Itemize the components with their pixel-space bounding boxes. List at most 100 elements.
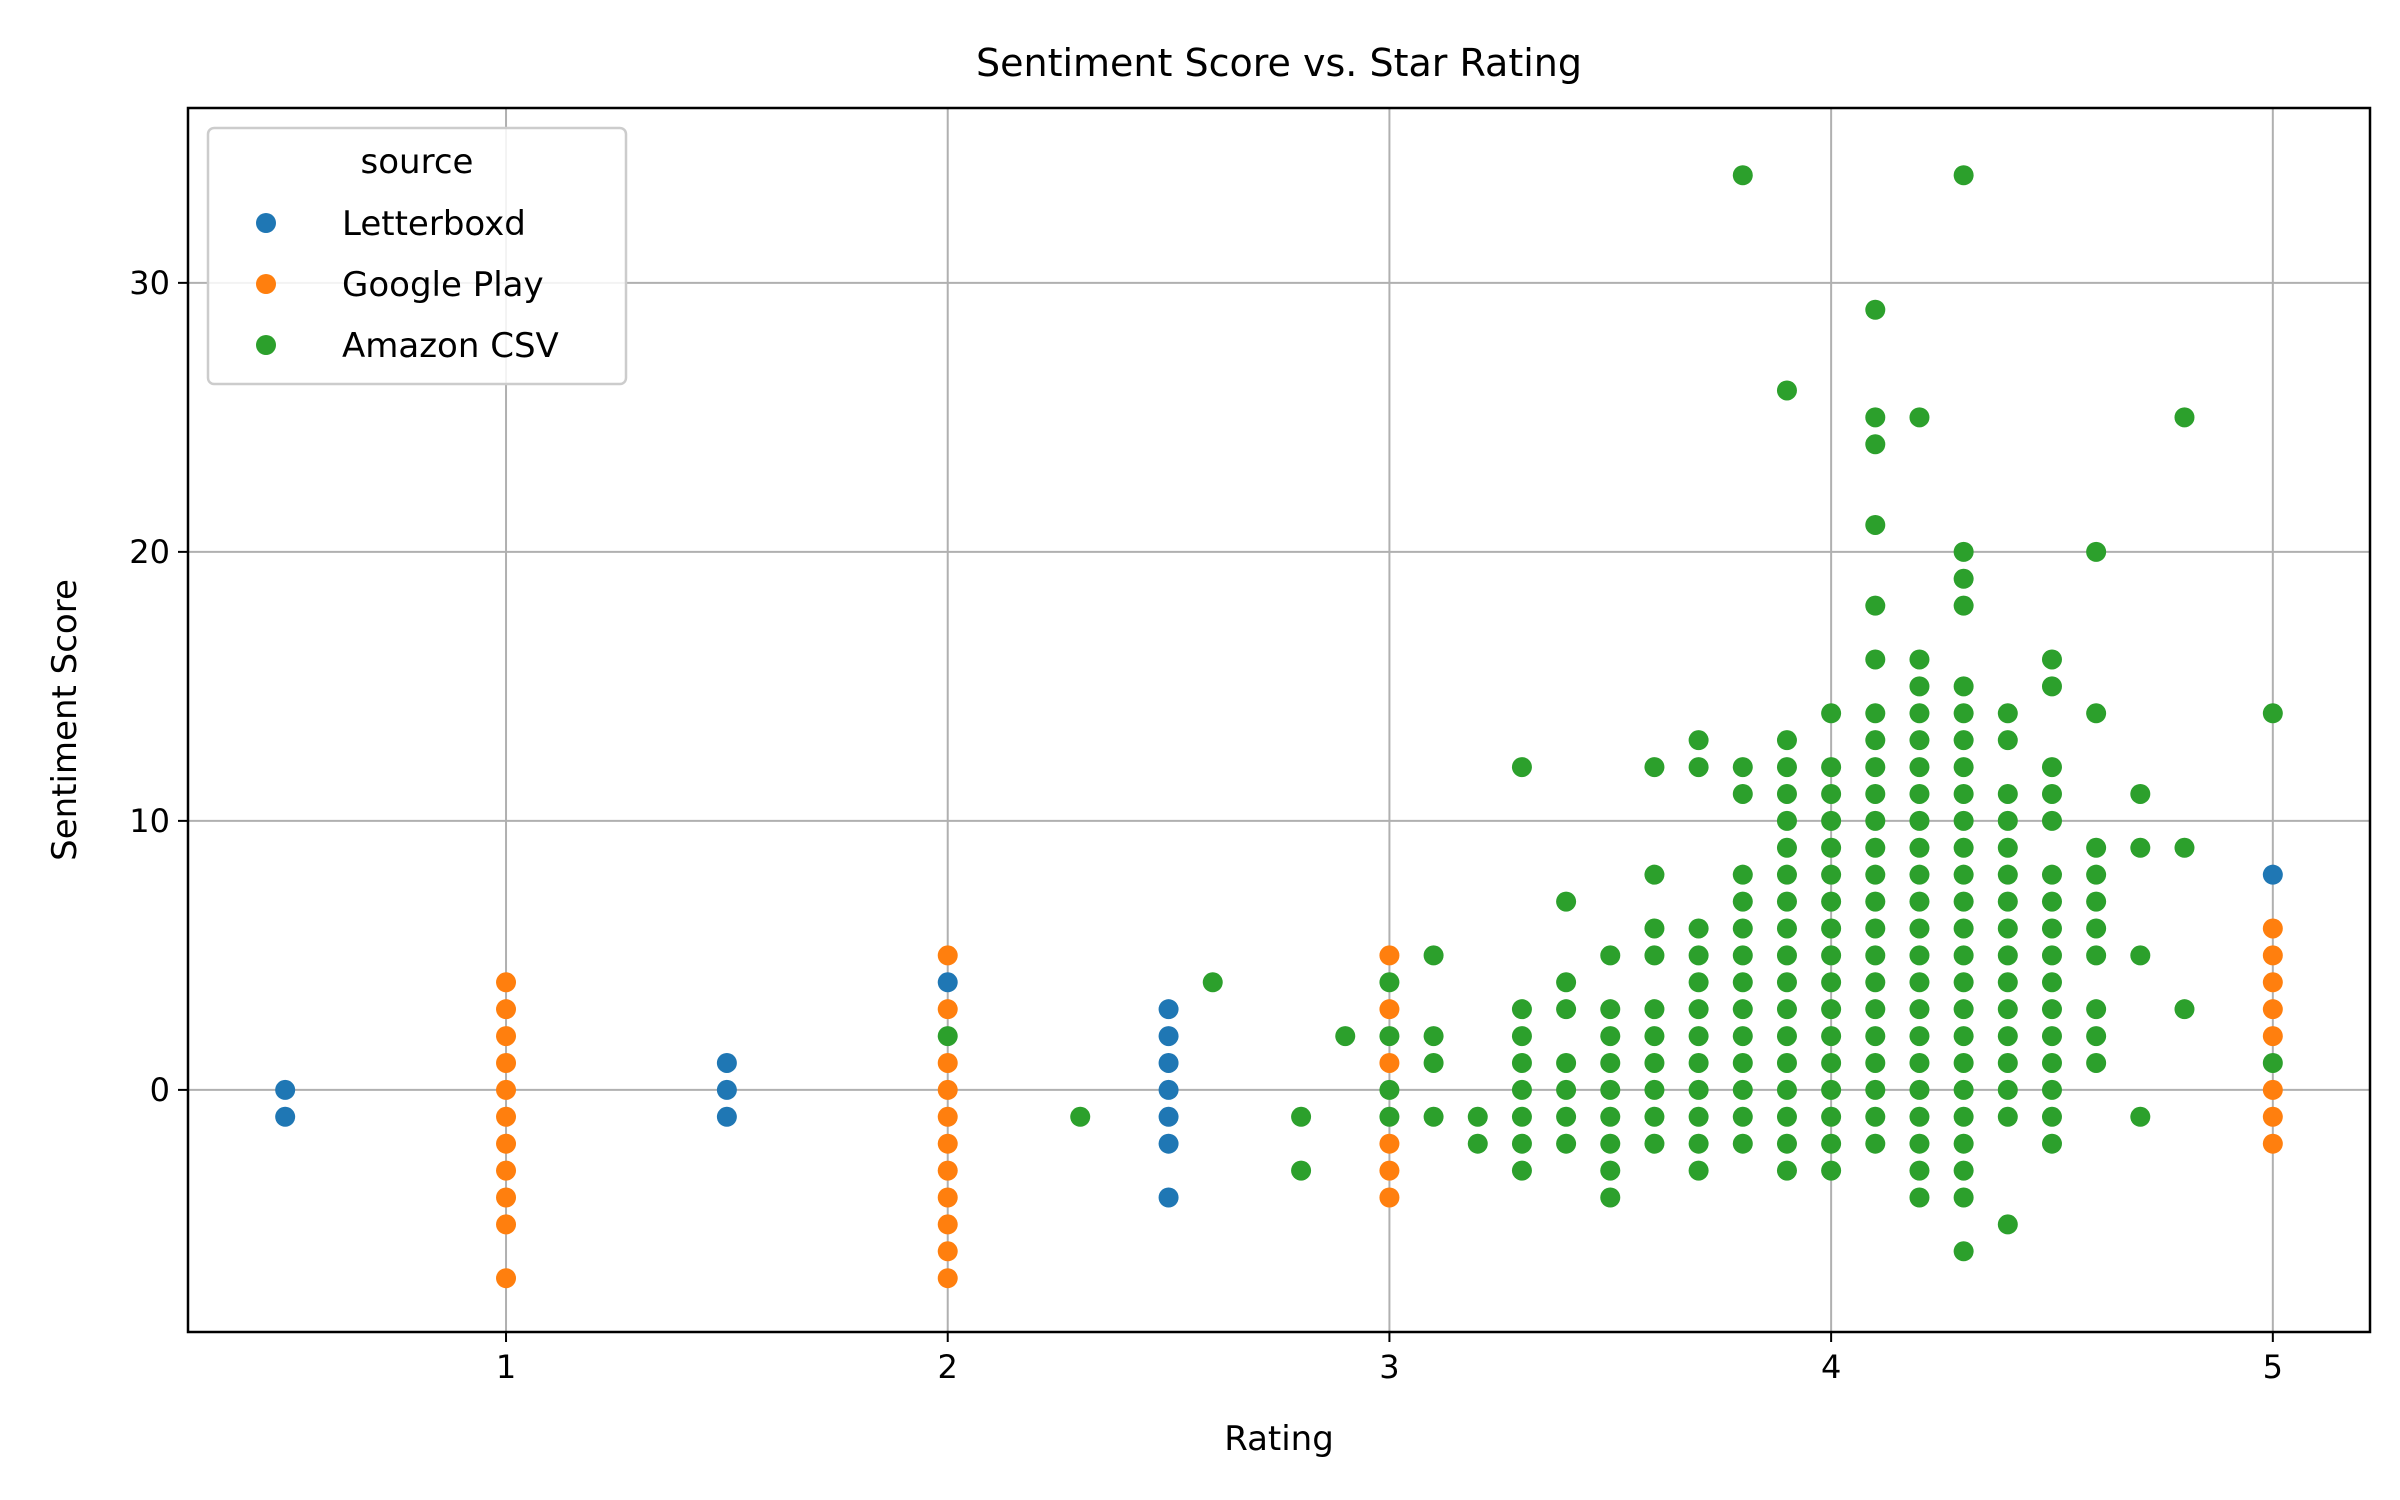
data-point xyxy=(1865,837,1886,858)
data-point xyxy=(1909,703,1930,724)
data-point xyxy=(1600,945,1621,966)
data-point xyxy=(1821,999,1842,1020)
data-point xyxy=(1776,837,1797,858)
data-point xyxy=(1732,945,1753,966)
data-point xyxy=(2041,649,2062,670)
data-point xyxy=(1644,757,1665,778)
data-point xyxy=(2130,783,2151,804)
data-point xyxy=(496,1133,517,1154)
data-point xyxy=(2086,945,2107,966)
data-point xyxy=(1865,1079,1886,1100)
data-point xyxy=(1865,999,1886,1020)
data-point xyxy=(937,1214,958,1235)
data-point xyxy=(496,1026,517,1047)
data-point xyxy=(1688,1052,1709,1073)
data-point xyxy=(496,1052,517,1073)
data-point xyxy=(2041,676,2062,697)
data-point xyxy=(716,1052,737,1073)
data-point xyxy=(1732,783,1753,804)
data-point xyxy=(1379,1133,1400,1154)
x-tick-label: 3 xyxy=(1379,1348,1399,1386)
data-point xyxy=(1379,1026,1400,1047)
data-point xyxy=(1909,1079,1930,1100)
data-point xyxy=(2086,703,2107,724)
data-point xyxy=(1997,810,2018,831)
x-axis-label: Rating xyxy=(1224,1419,1334,1459)
series-amazon-csv xyxy=(937,165,2283,1262)
data-point xyxy=(1379,1052,1400,1073)
data-point xyxy=(2262,703,2283,724)
data-point xyxy=(1953,1106,1974,1127)
data-point xyxy=(1511,1106,1532,1127)
data-point xyxy=(1953,837,1974,858)
data-point xyxy=(275,1079,296,1100)
data-point xyxy=(1776,999,1797,1020)
series-letterboxd xyxy=(275,864,2283,1208)
data-point xyxy=(1953,757,1974,778)
data-point xyxy=(1644,918,1665,939)
data-point xyxy=(1997,1106,2018,1127)
data-point xyxy=(1821,945,1842,966)
data-point xyxy=(2041,757,2062,778)
data-point xyxy=(1953,676,1974,697)
data-point xyxy=(1865,757,1886,778)
data-point xyxy=(1953,972,1974,993)
data-point xyxy=(1158,1026,1179,1047)
data-point xyxy=(1776,1133,1797,1154)
data-point xyxy=(1776,945,1797,966)
data-point xyxy=(1600,1133,1621,1154)
data-point xyxy=(1997,972,2018,993)
data-point xyxy=(1732,999,1753,1020)
data-point xyxy=(1997,1026,2018,1047)
data-point xyxy=(937,945,958,966)
data-point xyxy=(1909,972,1930,993)
data-point xyxy=(1909,1052,1930,1073)
data-point xyxy=(1423,945,1444,966)
data-point xyxy=(2041,1133,2062,1154)
data-point xyxy=(1732,1026,1753,1047)
data-point xyxy=(1776,972,1797,993)
data-point xyxy=(2086,918,2107,939)
legend-title: source xyxy=(361,142,474,182)
data-point xyxy=(2262,1026,2283,1047)
data-point xyxy=(937,1106,958,1127)
data-point xyxy=(1556,1133,1577,1154)
data-point xyxy=(1997,730,2018,751)
data-point xyxy=(2041,864,2062,885)
data-point xyxy=(1953,703,1974,724)
data-point xyxy=(1732,1133,1753,1154)
data-point xyxy=(1953,1241,1974,1262)
data-point xyxy=(1953,891,1974,912)
data-point xyxy=(1202,972,1223,993)
data-point xyxy=(2041,1106,2062,1127)
data-point xyxy=(1070,1106,1091,1127)
data-point xyxy=(2041,999,2062,1020)
data-point xyxy=(1511,1133,1532,1154)
data-point xyxy=(1556,972,1577,993)
legend-entry: Google Play xyxy=(342,265,544,305)
data-point xyxy=(1821,1079,1842,1100)
data-point xyxy=(1644,1106,1665,1127)
data-point xyxy=(1909,918,1930,939)
chart-title: Sentiment Score vs. Star Rating xyxy=(976,41,1582,85)
data-point xyxy=(1158,1187,1179,1208)
data-point xyxy=(2262,918,2283,939)
data-point xyxy=(1865,1026,1886,1047)
data-point xyxy=(1997,783,2018,804)
data-point xyxy=(1865,864,1886,885)
data-point xyxy=(1600,1160,1621,1181)
data-point xyxy=(1379,1079,1400,1100)
data-point xyxy=(496,1106,517,1127)
data-point xyxy=(1909,945,1930,966)
data-point xyxy=(1821,864,1842,885)
data-point xyxy=(1644,1026,1665,1047)
data-point xyxy=(2174,999,2195,1020)
data-point xyxy=(2041,918,2062,939)
data-point xyxy=(1821,1026,1842,1047)
data-point xyxy=(1379,972,1400,993)
data-point xyxy=(1953,864,1974,885)
data-point xyxy=(1732,1106,1753,1127)
data-point xyxy=(1688,945,1709,966)
data-point xyxy=(937,1026,958,1047)
